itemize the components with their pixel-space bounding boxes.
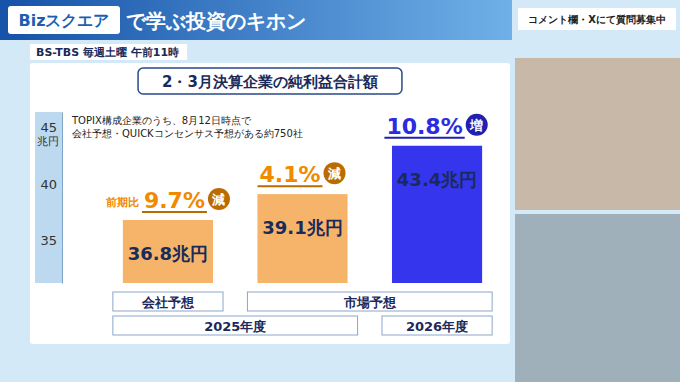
change-annotation: 4.1% 減 bbox=[257, 162, 345, 187]
tick-label: 35 bbox=[40, 233, 57, 248]
title: 2・3月決算企業の純利益合計額 bbox=[162, 73, 378, 91]
change-annotation: 前期比 9.7% 減 bbox=[105, 188, 230, 213]
note: 会社予想・QUICKコンセンサス予想がある約750社 bbox=[72, 128, 303, 139]
brand-box bbox=[8, 6, 120, 34]
change-underline bbox=[257, 185, 322, 187]
data-label: 43.4兆円 bbox=[397, 169, 477, 190]
group-label: 2026年度 bbox=[406, 319, 468, 334]
change-prefix: 前期比 bbox=[105, 196, 139, 209]
group-box bbox=[382, 316, 492, 335]
change-underline bbox=[384, 137, 464, 139]
group-box bbox=[113, 292, 223, 311]
data-label: 36.8兆円 bbox=[128, 243, 208, 264]
change-word: 減 bbox=[211, 192, 225, 207]
title-box bbox=[138, 68, 402, 94]
change-badge bbox=[466, 114, 488, 136]
data-label: 39.1兆円 bbox=[262, 217, 342, 238]
schedule: BS-TBS 毎週土曜 午前11時 bbox=[36, 46, 179, 59]
group-label: 2025年度 bbox=[204, 319, 266, 334]
tick-label: 40 bbox=[40, 177, 57, 192]
notice-box bbox=[518, 8, 676, 30]
change-value: 9.7% bbox=[144, 188, 205, 213]
screen: Bizスクエアで学ぶ投資のキホン コメント欄・Xにて質問募集中 BS-TBS 毎週土… bbox=[0, 0, 680, 382]
schedule-box bbox=[30, 44, 187, 60]
group-box bbox=[247, 292, 492, 311]
change-value: 4.1% bbox=[259, 162, 320, 187]
bars bbox=[123, 146, 482, 283]
change-badge bbox=[208, 188, 230, 210]
group-box bbox=[113, 316, 358, 335]
page: Bizスクエアで学ぶ投資のキホン コメント欄・Xにて質問募集中 BS-TBS 毎週土… bbox=[0, 0, 680, 382]
video-panel bbox=[515, 214, 680, 382]
change-annotation: 10.8% 増 bbox=[384, 114, 487, 139]
group-label: 市場予想 bbox=[343, 295, 397, 310]
tick: 40 bbox=[40, 177, 62, 192]
bar bbox=[123, 220, 213, 283]
brand: Bizスクエア bbox=[19, 11, 110, 30]
axis-band bbox=[35, 112, 62, 283]
notice: コメント欄・Xにて質問募集中 bbox=[528, 14, 666, 26]
banner-title: で学ぶ投資のキホン bbox=[126, 9, 306, 33]
change-word: 増 bbox=[469, 118, 483, 133]
change-underline bbox=[142, 211, 207, 213]
change-badge bbox=[324, 162, 346, 184]
note: TOPIX構成企業のうち、8月12日時点で bbox=[71, 115, 252, 126]
bar bbox=[257, 194, 347, 283]
tick: 45 bbox=[40, 120, 62, 135]
axis-unit: 兆円 bbox=[37, 135, 59, 148]
banner bbox=[0, 0, 512, 40]
tick-label: 45 bbox=[40, 120, 57, 135]
chart-panel bbox=[30, 63, 510, 344]
change-value: 10.8% bbox=[386, 114, 462, 139]
bar bbox=[392, 146, 482, 283]
axis-line bbox=[62, 113, 63, 284]
group-label: 会社予想 bbox=[141, 295, 195, 310]
tick: 35 bbox=[40, 233, 62, 248]
background bbox=[0, 0, 680, 382]
change-word: 減 bbox=[327, 166, 341, 181]
video-panel bbox=[515, 58, 680, 210]
